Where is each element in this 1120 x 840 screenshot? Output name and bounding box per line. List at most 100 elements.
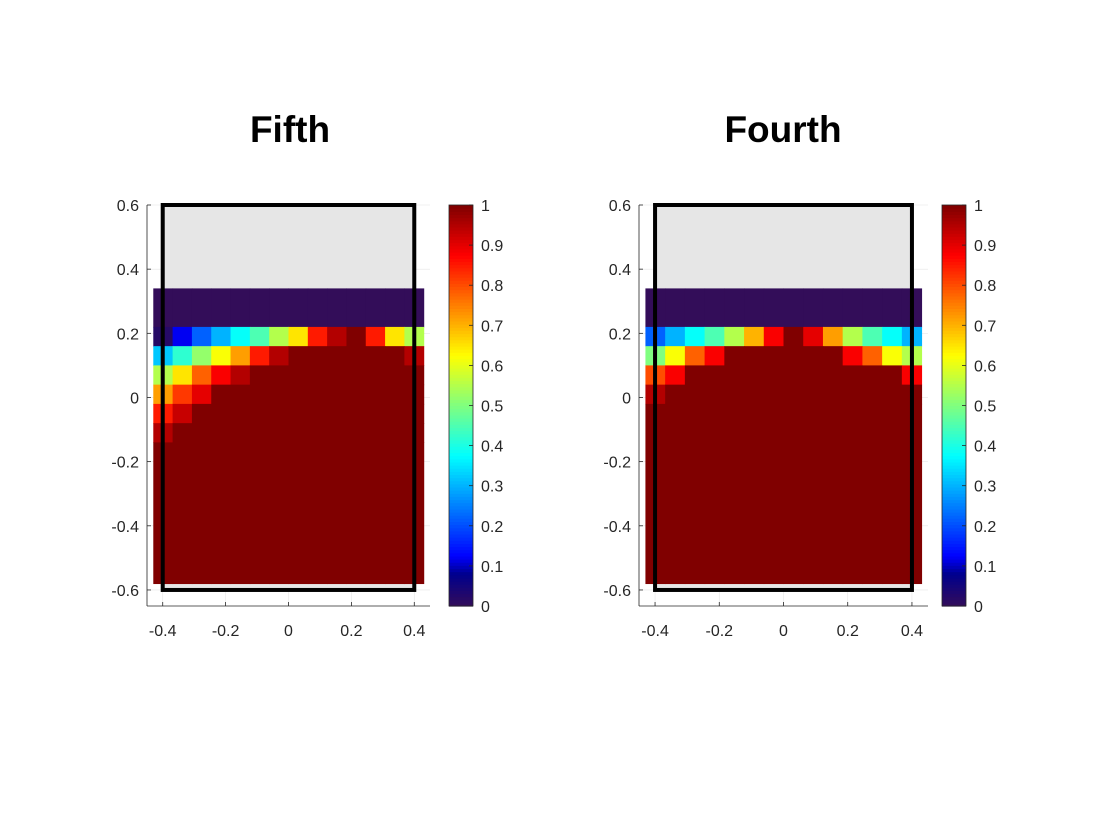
- colorbar-band: [942, 496, 966, 501]
- heatmap-cell: [288, 442, 309, 585]
- heatmap-cell: [172, 384, 193, 405]
- colorbar-band: [942, 590, 966, 595]
- colorbar-band: [449, 483, 473, 488]
- x-tick-label: -0.4: [149, 623, 177, 640]
- colorbar-band: [449, 273, 473, 278]
- heatmap-cell: [172, 442, 193, 585]
- heatmap-cell: [684, 365, 706, 386]
- heatmap-cell: [211, 288, 232, 328]
- colorbar-band: [942, 533, 966, 538]
- colorbar-band: [449, 602, 473, 607]
- heatmap-cell: [665, 326, 686, 347]
- colorbar-band: [942, 521, 966, 526]
- chart-title: Fourth: [724, 109, 841, 150]
- colorbar-band: [449, 458, 473, 463]
- colorbar-band: [449, 439, 473, 444]
- y-tick-label: -0.4: [111, 519, 139, 536]
- heatmap-cell: [249, 288, 270, 328]
- heatmap-cell: [211, 423, 232, 443]
- heatmap-cell: [211, 403, 232, 424]
- colorbar-band: [942, 465, 966, 469]
- colorbar-band: [449, 211, 473, 215]
- colorbar-band: [942, 411, 966, 416]
- colorbar-band: [449, 389, 473, 394]
- colorbar-band: [449, 574, 473, 579]
- heatmap-cell: [249, 384, 270, 405]
- heatmap-cell: [269, 403, 289, 424]
- colorbar-band: [449, 402, 473, 407]
- colorbar-band: [449, 521, 473, 526]
- colorbar-band: [449, 205, 473, 209]
- colorbar-band: [942, 402, 966, 407]
- colorbar-band: [942, 361, 966, 366]
- colorbar-band: [942, 414, 966, 419]
- colorbar-band: [449, 565, 473, 570]
- heatmap-cell: [269, 442, 289, 585]
- heatmap-cell: [822, 326, 844, 347]
- colorbar-band: [449, 408, 473, 413]
- colorbar-band: [449, 308, 473, 313]
- heatmap-cell: [803, 384, 824, 405]
- heatmap-cell: [365, 288, 386, 328]
- heatmap-cell: [842, 326, 863, 347]
- colorbar-band: [449, 289, 473, 294]
- heatmap-cell: [249, 365, 270, 386]
- colorbar-band: [942, 289, 966, 294]
- heatmap-cell: [744, 365, 765, 386]
- colorbar-band: [942, 596, 966, 601]
- heatmap-cell: [842, 346, 863, 366]
- heatmap-cell: [327, 403, 347, 424]
- colorbar-band: [942, 502, 966, 507]
- colorbar-band: [449, 486, 473, 491]
- colorbar-band: [942, 396, 966, 400]
- colorbar-band: [449, 533, 473, 538]
- colorbar-band: [449, 330, 473, 335]
- colorbar-tick-label: 0.1: [481, 559, 503, 576]
- heatmap-cell: [288, 326, 309, 347]
- colorbar-band: [449, 584, 473, 588]
- heatmap-cell: [842, 365, 863, 386]
- heatmap-cell: [822, 384, 844, 405]
- heatmap-cell: [783, 326, 804, 347]
- y-tick-label: 0.6: [117, 198, 139, 215]
- colorbar-band: [449, 555, 473, 560]
- colorbar-band: [449, 223, 473, 228]
- heatmap-cell: [346, 403, 367, 424]
- colorbar-band: [449, 342, 473, 347]
- x-tick-label: 0.2: [340, 623, 362, 640]
- heatmap-cell: [704, 288, 725, 328]
- heatmap-cell: [365, 442, 386, 585]
- colorbar-band: [942, 242, 966, 247]
- heatmap-cell: [803, 346, 824, 366]
- heatmap-cell: [803, 326, 824, 347]
- heatmap-cell: [327, 384, 347, 405]
- heatmap-cell: [763, 365, 784, 386]
- colorbar-band: [942, 305, 966, 309]
- colorbar-band: [942, 298, 966, 303]
- heatmap-cell: [346, 365, 367, 386]
- heatmap-cell: [327, 442, 347, 585]
- heatmap-cell: [704, 403, 725, 585]
- colorbar-band: [942, 239, 966, 244]
- colorbar-band: [449, 496, 473, 501]
- colorbar-band: [942, 389, 966, 394]
- colorbar-band: [449, 421, 473, 425]
- heatmap-cell: [385, 365, 405, 386]
- colorbar-band: [942, 258, 966, 262]
- colorbar-band: [942, 308, 966, 313]
- colorbar-band: [942, 452, 966, 457]
- colorbar-band: [449, 596, 473, 601]
- colorbar-band: [449, 364, 473, 369]
- colorbar-band: [449, 414, 473, 419]
- colorbar-band: [449, 552, 473, 557]
- colorbar-band: [942, 273, 966, 278]
- heatmap-cell: [269, 326, 289, 347]
- colorbar-band: [449, 277, 473, 281]
- colorbar-band: [449, 230, 473, 234]
- colorbar-band: [942, 277, 966, 281]
- heatmap-cell: [191, 423, 212, 443]
- colorbar-band: [942, 320, 966, 325]
- chart-panel-1: Fifth -0.4 -0.2 0 0.2 0.4 -0.6 -0.4 -0.2 0 0.2 0.4 0…: [111, 109, 503, 640]
- colorbar-band: [449, 258, 473, 262]
- heatmap-cell: [385, 346, 405, 366]
